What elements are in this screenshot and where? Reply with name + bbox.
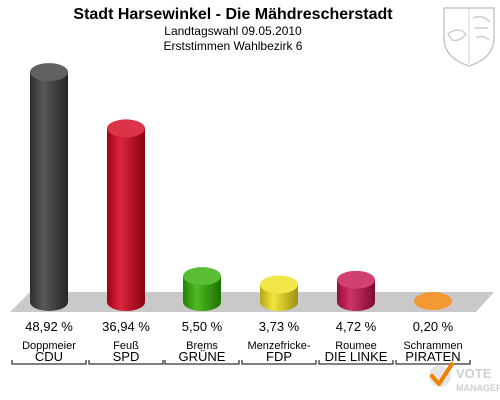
bar-top (107, 119, 145, 138)
bar-piraten (414, 292, 452, 311)
watermark-line-2: MANAGER (456, 383, 500, 393)
bar-body (337, 279, 375, 311)
chart-subtitle-line-2: Erststimmen Wahlbezirk 6 (164, 39, 303, 53)
value-label: 3,73 % (259, 319, 300, 334)
candidate-label: Doppmeier (22, 340, 76, 352)
bar-body (30, 72, 68, 311)
chart-subtitle-line-1: Landtagswahl 09.05.2010 (164, 24, 302, 38)
candidate-label: Menzefricke- (248, 340, 311, 352)
party-underline (318, 360, 394, 365)
bar-top (414, 292, 452, 311)
bar-top (337, 270, 375, 289)
value-labels: 48,92 % 36,94 % 5,50 % 3,73 % 4,72 % 0,20 % (25, 319, 454, 334)
bar-spd (107, 119, 145, 311)
party-label: GRÜNE (179, 349, 226, 364)
chart-title: Stadt Harsewinkel - Die Mähdrescherstadt (73, 6, 393, 23)
bar-top (30, 63, 68, 82)
party-underline (395, 360, 471, 365)
party-label: PIRATEN (405, 349, 460, 364)
bar-cdu (30, 63, 68, 311)
candidate-label: Brems (186, 340, 218, 352)
candidate-label: Feuß (113, 340, 139, 352)
candidate-label: Roumee (335, 340, 377, 352)
candidate-label: Schrammen (403, 340, 462, 352)
value-label: 0,20 % (413, 319, 454, 334)
bar-top (260, 275, 298, 294)
party-underline (164, 360, 240, 365)
party-underline (88, 360, 164, 365)
party-underline (11, 360, 87, 365)
bar-body (107, 128, 145, 311)
value-label: 4,72 % (336, 319, 377, 334)
coat-of-arms-icon (443, 7, 495, 67)
watermark-line-1: VOTE (456, 366, 492, 381)
party-underline (241, 360, 317, 365)
party-label: FDP (266, 349, 292, 364)
bar-die-linke (337, 270, 375, 311)
party-label: SPD (113, 349, 140, 364)
value-label: 5,50 % (182, 319, 223, 334)
vote-manager-check-icon (429, 362, 454, 387)
value-label: 48,92 % (25, 319, 73, 334)
bar-body (183, 276, 221, 311)
vote-manager-logo: VOTE MANAGER (429, 362, 500, 393)
bars-group (30, 63, 452, 311)
party-label: CDU (35, 349, 63, 364)
bar-fdp (260, 275, 298, 311)
party-label: DIE LINKE (325, 349, 388, 364)
value-label: 36,94 % (102, 319, 150, 334)
bar-top (183, 267, 221, 286)
bar-gr-ne (183, 267, 221, 311)
